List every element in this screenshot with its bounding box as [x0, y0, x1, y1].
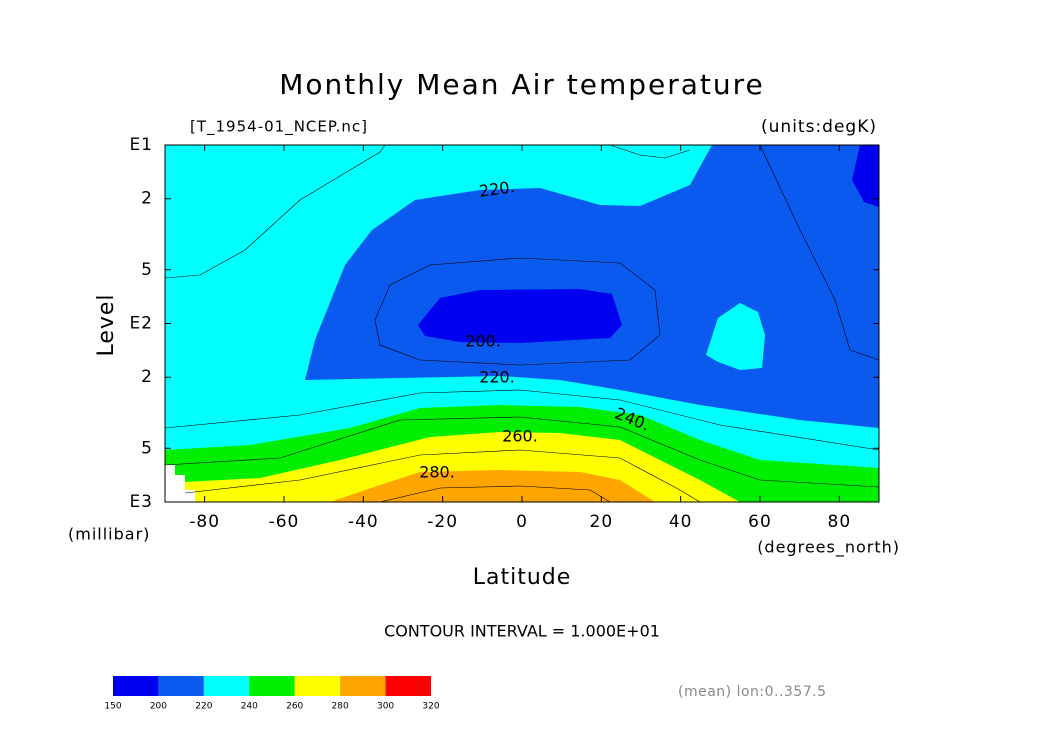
contour-line	[379, 485, 611, 503]
contour-line	[609, 144, 691, 159]
y-tick-label: E2	[129, 314, 153, 334]
contour-fill	[418, 289, 622, 343]
colorbar-label: 300	[377, 702, 394, 712]
contour-label: 220.	[479, 368, 515, 387]
contour-fill	[706, 303, 765, 370]
colorbar-label: 200	[150, 702, 167, 712]
contour-line	[759, 144, 880, 361]
chart-title: Monthly Mean Air temperature	[279, 68, 765, 101]
contour-label: 280.	[419, 463, 455, 482]
y-tick-label: 5	[141, 260, 153, 280]
y-units: (millibar)	[68, 525, 150, 544]
colorbar-label: 260	[286, 702, 303, 712]
contour-fills	[165, 145, 879, 502]
y-tick-label: 2	[141, 189, 153, 209]
colorbar-swatch	[340, 676, 386, 696]
x-tick-label: 60	[748, 512, 772, 532]
x-units: (degrees_north)	[757, 538, 900, 558]
colorbar-label: 150	[104, 702, 121, 712]
contour-line	[164, 144, 386, 279]
contour-fill	[330, 470, 655, 502]
colorbar-swatch	[158, 676, 204, 696]
x-tick-label: -60	[269, 512, 300, 532]
contour-fill	[852, 145, 879, 207]
colorbar-swatch	[203, 676, 250, 696]
colorbar-swatch	[249, 676, 295, 696]
x-tick-label: 0	[516, 512, 528, 532]
contour-label: 260.	[502, 427, 538, 446]
y-tick-label: 2	[141, 367, 153, 387]
x-axis-label: Latitude	[473, 565, 572, 590]
y-tick-label: 5	[141, 438, 153, 458]
colorbar-label: 320	[422, 702, 439, 712]
contour-line	[184, 449, 701, 503]
y-axis-label: Level	[94, 293, 119, 356]
colorbar-label: 220	[195, 702, 212, 712]
footer: (mean) lon:0..357.5	[678, 684, 827, 700]
colorbar-label: 240	[241, 702, 258, 712]
contour-label: 200.	[465, 332, 501, 351]
contour-line	[164, 416, 880, 488]
colorbar-swatch	[294, 676, 341, 696]
units: (units:degK)	[761, 117, 877, 137]
x-tick-label: 20	[590, 512, 614, 532]
x-tick-label: -20	[427, 512, 458, 532]
contour-label: 220.	[478, 177, 516, 201]
contour-line	[164, 389, 880, 451]
y-tick-label: E1	[129, 135, 153, 155]
y-tick-label: E3	[129, 492, 153, 512]
contour-line	[374, 257, 661, 366]
contour-interval: CONTOUR INTERVAL = 1.000E+01	[384, 622, 660, 641]
subtitle: [T_1954-01_NCEP.nc]	[190, 118, 368, 137]
x-tick-label: 80	[828, 512, 852, 532]
colorbar-swatch	[113, 676, 159, 696]
x-tick-label: 40	[669, 512, 693, 532]
colorbar-label: 280	[332, 702, 349, 712]
x-tick-label: -40	[348, 512, 379, 532]
contour-lines	[164, 144, 880, 503]
x-tick-label: -80	[189, 512, 220, 532]
colorbar-swatch	[385, 676, 431, 696]
